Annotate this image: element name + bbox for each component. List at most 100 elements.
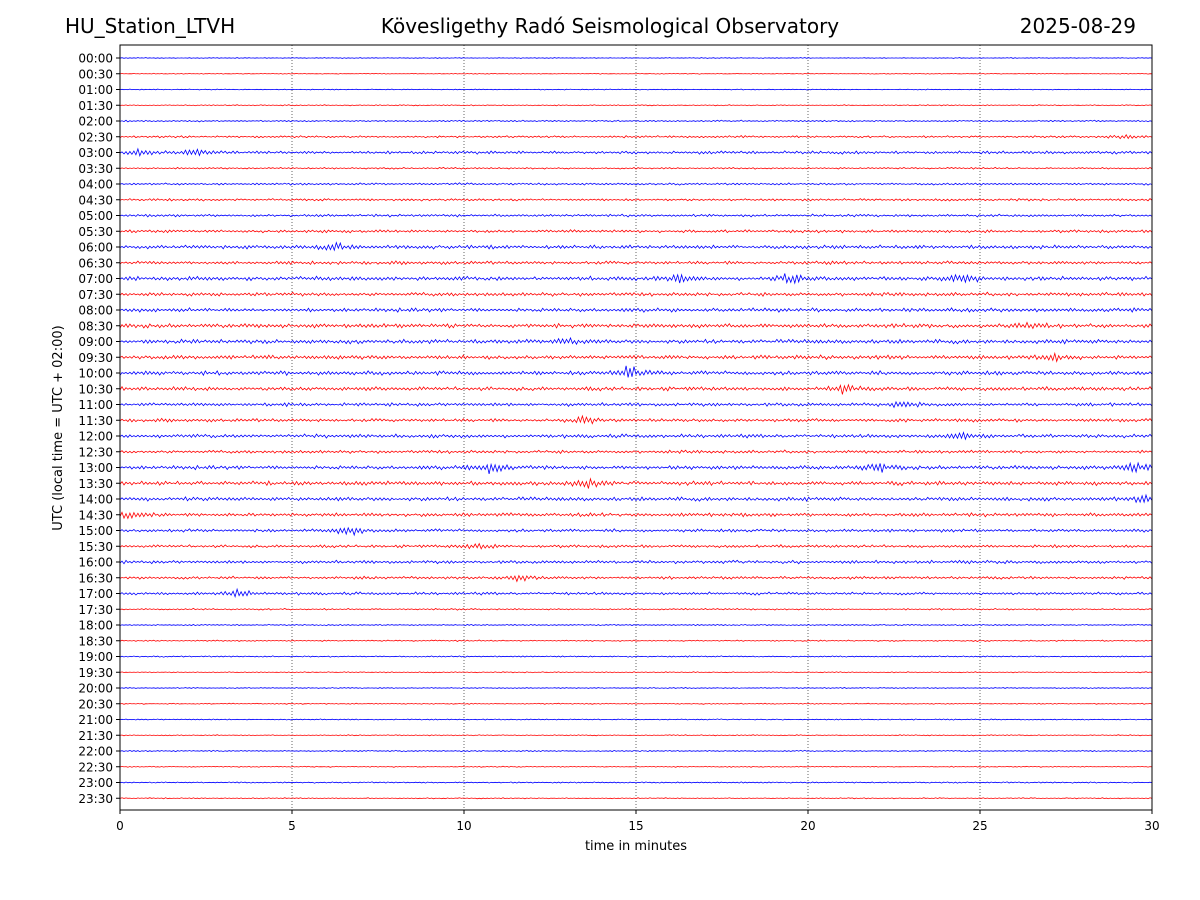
y-tick-label: 20:00 [78,682,113,696]
y-tick-label: 17:00 [78,587,113,601]
y-tick-label: 08:30 [78,319,113,333]
trace-2030 [119,702,1153,705]
trace-0930 [119,351,1153,363]
trace-1930 [119,671,1153,674]
trace-2100 [119,718,1153,721]
trace-2330 [119,797,1153,800]
y-tick-label: 01:00 [78,83,113,97]
y-tick-label: 01:30 [78,99,113,113]
y-tick-label: 16:30 [78,571,113,585]
trace-1230 [119,449,1153,455]
y-tick-label: 18:00 [78,619,113,633]
y-tick-label: 06:30 [78,256,113,270]
trace-1700 [119,587,1153,599]
trace-0700 [119,273,1153,285]
y-tick-label: 09:00 [78,335,113,349]
trace-0200 [119,119,1153,123]
trace-0630 [119,260,1153,266]
y-tick-label: 20:30 [78,697,113,711]
y-tick-label: 22:30 [78,760,113,774]
trace-0400 [119,182,1153,186]
trace-0530 [119,229,1153,234]
trace-0300 [119,147,1153,158]
trace-0800 [119,307,1153,313]
y-tick-label: 12:30 [78,445,113,459]
station-name: HU_Station_LTVH [65,14,236,38]
trace-0130 [119,104,1153,107]
y-tick-label: 23:00 [78,776,113,790]
trace-1100 [119,400,1153,409]
y-tick-label: 06:00 [78,241,113,255]
y-tick-label: 04:00 [78,178,113,192]
y-tick-label: 07:30 [78,288,113,302]
y-axis-label: UTC (local time = UTC + 02:00) [51,325,66,530]
trace-0430 [119,197,1153,202]
y-tick-label: 05:00 [78,209,113,223]
trace-layer [119,57,1153,800]
y-tick-label: 02:30 [78,130,113,144]
y-tick-label: 09:30 [78,351,113,365]
y-tick-label: 15:00 [78,524,113,538]
trace-0900 [119,336,1153,346]
y-tick-label: 10:00 [78,367,113,381]
y-tick-label: 21:30 [78,729,113,743]
x-tick-label: 30 [1144,819,1159,833]
trace-1130 [119,414,1153,425]
trace-0030 [119,72,1153,75]
y-tick-label: 11:00 [78,398,113,412]
trace-1630 [119,574,1153,583]
y-tick-label: 03:30 [78,162,113,176]
trace-1400 [119,493,1153,504]
y-tick-label: 02:00 [78,115,113,129]
trace-2300 [119,781,1153,784]
trace-1000 [119,365,1153,378]
x-axis-label: time in minutes [585,839,687,854]
grid-lines [291,45,981,810]
trace-0230 [119,134,1153,140]
y-tick-label: 12:00 [78,430,113,444]
y-tick-label: 18:30 [78,634,113,648]
x-tick-label: 10 [456,819,471,833]
trace-1330 [119,477,1153,489]
trace-1830 [119,639,1153,642]
y-tick-label: 19:00 [78,650,113,664]
y-tick-label: 03:00 [78,146,113,160]
y-tick-label: 07:00 [78,272,113,286]
x-tick-label: 5 [288,819,296,833]
trace-1430 [119,511,1153,520]
x-tick-label: 25 [972,819,987,833]
y-tick-label: 23:30 [78,792,113,806]
y-tick-label: 14:30 [78,508,113,522]
y-tick-label: 10:30 [78,382,113,396]
trace-1600 [119,559,1153,565]
y-tick-label: 16:00 [78,556,113,570]
y-tick-label: 04:30 [78,193,113,207]
trace-0600 [119,241,1153,252]
trace-1500 [119,526,1153,537]
trace-2000 [119,686,1153,690]
x-tick-labels: 0 5 10 15 20 25 30 [116,810,1160,833]
trace-1030 [119,383,1153,395]
trace-1530 [119,542,1153,550]
trace-1900 [119,655,1153,658]
trace-0000 [119,57,1153,59]
trace-2130 [119,734,1153,737]
y-tick-label: 21:00 [78,713,113,727]
trace-1800 [119,623,1153,627]
chart-title: Kövesligethy Radó Seismological Observat… [380,14,840,38]
y-tick-label: 13:30 [78,477,113,491]
trace-1200 [119,431,1153,441]
y-tick-label: 08:00 [78,304,113,318]
x-tick-label: 0 [116,819,124,833]
y-tick-label: 22:00 [78,745,113,759]
y-tick-label: 15:30 [78,540,113,554]
trace-1300 [119,461,1153,474]
trace-0100 [119,88,1153,91]
y-tick-label: 00:30 [78,67,113,81]
x-tick-label: 20 [800,819,815,833]
y-tick-label: 11:30 [78,414,113,428]
y-tick-label: 00:00 [78,52,113,66]
trace-0500 [119,213,1153,218]
